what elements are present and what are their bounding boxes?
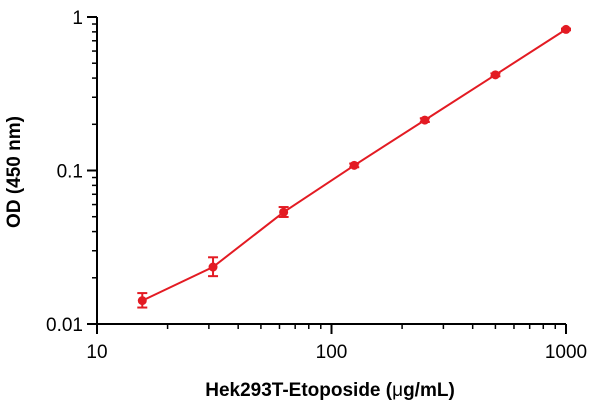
- data-point: [561, 24, 571, 34]
- data-point: [137, 296, 147, 306]
- y-tick-label: 1: [72, 8, 83, 29]
- x-tick-label: 100: [316, 342, 348, 363]
- axes: [96, 17, 566, 325]
- data-point: [420, 115, 430, 125]
- data-point: [208, 262, 218, 272]
- x-axis-title-mu: μ: [392, 380, 403, 401]
- data-point: [490, 70, 500, 80]
- data-point: [349, 160, 359, 170]
- x-axis-title: Hek293T-Etoposide (μg/mL): [205, 380, 455, 401]
- x-axis-title-suffix: g/mL): [403, 380, 455, 401]
- y-axis-title: OD (450 nm): [4, 116, 25, 228]
- x-tick-label: 1000: [545, 342, 587, 363]
- y-tick-label: 0.1: [57, 162, 83, 183]
- data-point: [279, 207, 289, 217]
- ticks: 0.01 0.1 1 10 100 1000: [46, 8, 587, 363]
- y-tick-label: 0.01: [46, 315, 83, 336]
- x-axis-title-prefix: Hek293T-Etoposide (: [205, 380, 393, 401]
- x-tick-label: 10: [86, 342, 107, 363]
- series-layer: [137, 24, 571, 309]
